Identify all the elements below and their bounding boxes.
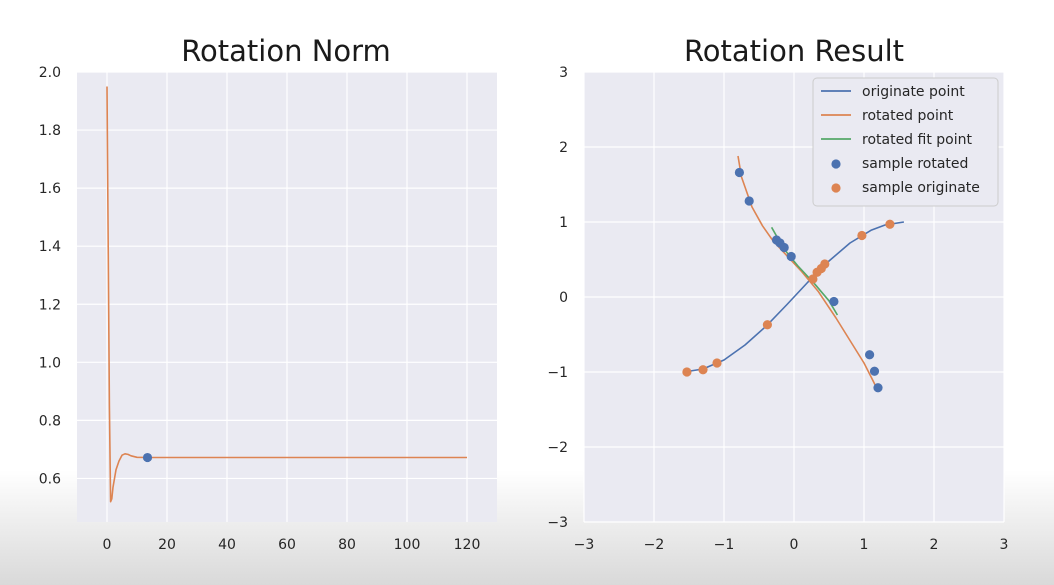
sample-originate-point — [885, 219, 895, 229]
sample-originate-point — [808, 274, 818, 284]
x-tick-label: −2 — [644, 537, 665, 553]
rotation-result-chart: −3 −2 −1 0 1 2 3 −3 −2 −1 0 1 2 3 originate point rotat… — [547, 34, 1008, 553]
legend-label: rotated point — [862, 108, 954, 124]
y-tick-label: 3 — [559, 65, 568, 81]
x-tick-label: 100 — [394, 537, 421, 553]
x-tick-label: −3 — [574, 537, 595, 553]
y-tick-label: 1.0 — [39, 355, 61, 371]
y-tick-label: 0.6 — [39, 471, 61, 487]
sample-rotated-point — [829, 296, 839, 307]
legend: originate point rotated point rotated fit … — [812, 77, 999, 207]
x-tick-label: 80 — [338, 537, 356, 553]
sample-originate-point — [762, 320, 773, 330]
sample-rotated-point — [869, 366, 880, 376]
legend-swatch-dot — [831, 183, 841, 193]
sample-originate-point — [820, 259, 830, 269]
y-tick-label: 1.2 — [39, 297, 61, 313]
y-tick-label: 1.8 — [39, 123, 61, 139]
sample-rotated-point — [786, 251, 796, 262]
x-tick-label: 1 — [860, 537, 869, 553]
legend-box — [812, 77, 999, 207]
y-tick-label: −2 — [547, 440, 568, 456]
sample-rotated-point — [744, 196, 754, 206]
rotation-norm-chart: 0 20 40 60 80 100 120 0.6 0.8 1.0 1.2 1.4 1.6 1.8 2.0 R… — [39, 34, 497, 553]
sample-originate-point — [698, 365, 708, 375]
legend-label: rotated fit point — [862, 132, 972, 148]
rotated-point-line — [737, 155, 879, 392]
chart-title-rotation-result: Rotation Result — [684, 34, 904, 68]
legend-label: originate point — [862, 84, 965, 100]
x-tick-label: 0 — [790, 537, 799, 553]
sample-rotated-point — [865, 350, 875, 360]
x-tick-label: 2 — [930, 537, 939, 553]
y-tick-label: 0.8 — [39, 413, 61, 429]
chart-title-rotation-norm: Rotation Norm — [181, 34, 391, 68]
y-tick-label: 0 — [559, 290, 568, 306]
y-tick-label: 2 — [559, 140, 568, 156]
x-tick-label: 3 — [1000, 537, 1009, 553]
y-tick-label: −1 — [547, 365, 568, 381]
sample-rotated-point — [873, 383, 883, 393]
x-tick-label: 40 — [218, 537, 236, 553]
x-tick-label: −1 — [714, 537, 735, 553]
y-tick-label: 2.0 — [39, 65, 61, 81]
series-0-line — [106, 86, 467, 503]
sample-rotated-point — [779, 242, 789, 253]
x-tick-label: 60 — [278, 537, 296, 553]
sample-rotated-point — [734, 167, 745, 178]
legend-label: sample rotated — [862, 156, 968, 172]
x-tick-label: 120 — [454, 537, 481, 553]
legend-label: sample originate — [862, 180, 980, 196]
y-tick-label: −3 — [547, 515, 568, 531]
x-tick-label: 20 — [158, 537, 176, 553]
y-tick-label: 1 — [559, 215, 568, 231]
y-tick-label: 1.6 — [39, 181, 61, 197]
y-tick-label: 1.4 — [39, 239, 61, 255]
x-tick-label: 0 — [103, 537, 112, 553]
sample-originate-point — [857, 230, 867, 241]
sample-originate-point — [682, 367, 692, 377]
sample-originate-point — [712, 358, 722, 368]
highlight-point — [142, 452, 153, 463]
legend-swatch-dot — [831, 159, 841, 169]
